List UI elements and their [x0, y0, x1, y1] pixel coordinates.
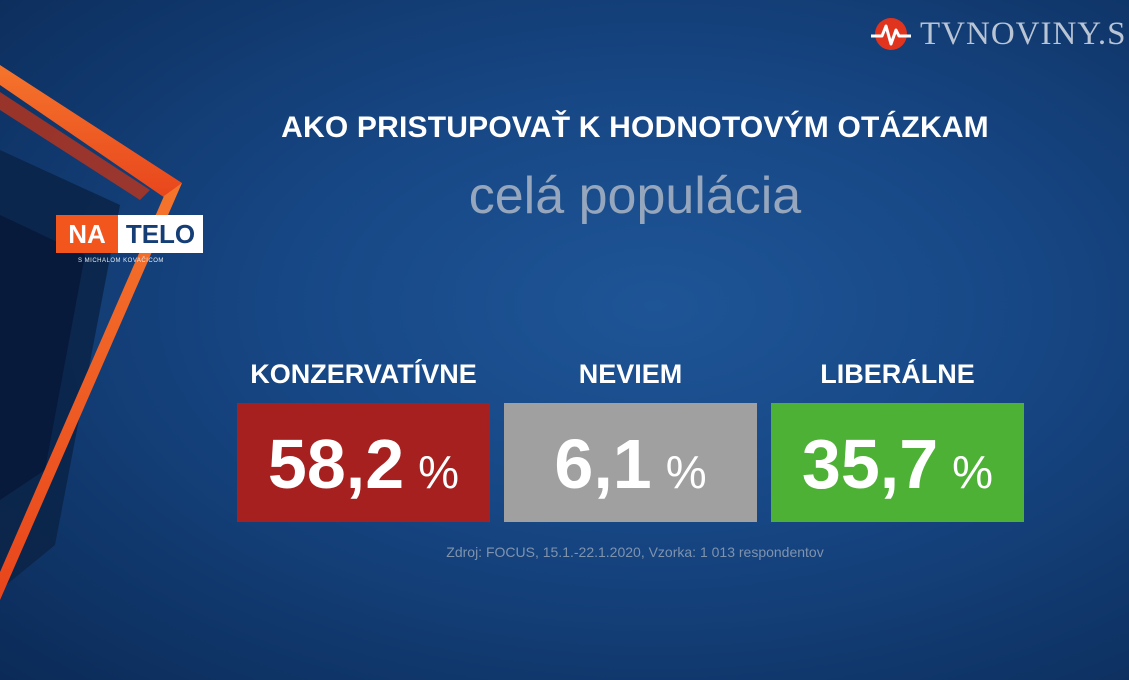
category-label: NEVIEM	[579, 359, 683, 389]
chart-subtitle: celá populácia	[468, 167, 802, 225]
result-tile	[504, 403, 757, 522]
watermark-text: TVNOVINY.S	[920, 15, 1127, 52]
source-note: Zdroj: FOCUS, 15.1.-22.1.2020, Vzorka: 1…	[446, 544, 824, 560]
value-label: 6,1%	[554, 425, 706, 503]
logo-telo: TELO	[118, 215, 203, 253]
value-label: 58,2%	[268, 425, 459, 503]
decorative-frame	[0, 65, 182, 600]
logo-subtitle: S MICHALOM KOVAČICOM	[78, 258, 164, 264]
category-label: LIBERÁLNE	[820, 358, 975, 389]
heartbeat-logo-icon	[871, 18, 911, 50]
value-label: 35,7%	[802, 425, 993, 503]
tvnoviny-watermark: TVNOVINY.S	[868, 14, 1129, 54]
result-tile	[771, 403, 1024, 522]
result-tile	[237, 403, 490, 522]
category-label: KONZERVATÍVNE	[250, 358, 477, 389]
logo-na: NA	[56, 215, 118, 253]
show-logo: NA TELO S MICHALOM KOVAČICOM	[56, 215, 206, 264]
chart-title: AKO PRISTUPOVAŤ K HODNOTOVÝM OTÁZKAM	[281, 111, 989, 144]
